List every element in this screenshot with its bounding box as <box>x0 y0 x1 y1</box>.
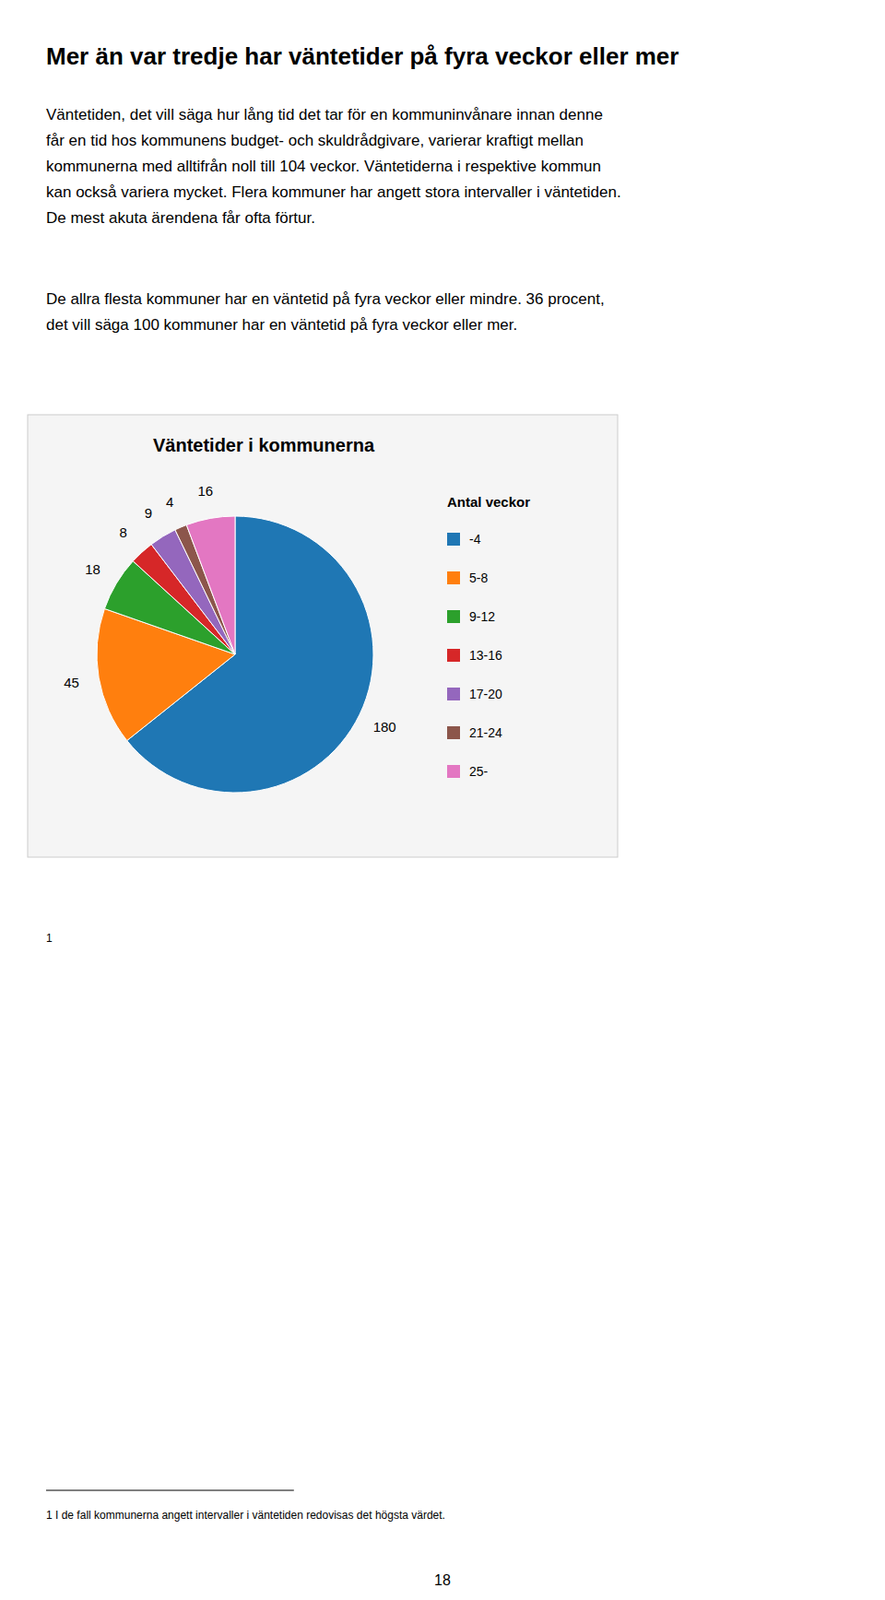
body-text: kommunerna med alltifrån noll till 104 v… <box>46 157 602 176</box>
legend-swatch <box>447 765 461 779</box>
legend-label: 25- <box>469 764 489 779</box>
legend-swatch <box>447 571 461 585</box>
data-label: 16 <box>198 483 214 499</box>
legend-item: 21-24 <box>447 725 503 741</box>
footnote-rule <box>46 1490 295 1492</box>
data-label: 8 <box>118 524 127 541</box>
page-number: 18 <box>434 1572 451 1589</box>
legend-swatch <box>447 687 461 701</box>
pie: 180 45 18 8 94 16 <box>63 483 396 793</box>
data-label: 4 <box>165 494 174 510</box>
body-text: kan också variera mycket. Flera kommuner… <box>46 183 622 201</box>
data-label: 180 <box>373 719 397 735</box>
footnote-text: I de fall kommunerna angett intervaller … <box>52 1509 446 1523</box>
legend: Antal veckor -4 5-8 9-12 13-16 17-20 21-24 25- <box>447 494 531 779</box>
legend-label: 5-8 <box>469 570 488 586</box>
legend-swatch <box>447 649 461 662</box>
legend-label: -4 <box>469 531 482 547</box>
legend-item: 25- <box>447 764 489 779</box>
data-label: 45 <box>63 674 80 691</box>
legend-item: 5-8 <box>447 570 488 586</box>
footnote: 1 I de fall kommunerna angett intervalle… <box>46 1509 446 1523</box>
legend-label: 9-12 <box>469 609 496 625</box>
legend-swatch <box>447 532 461 546</box>
legend-swatch <box>447 610 461 624</box>
page: Mer än var tredje har väntetider på fyra… <box>0 0 885 1600</box>
body-text: De allra flesta kommuner har en väntetid… <box>46 290 605 308</box>
body-text: det vill säga 100 kommuner har en väntet… <box>46 316 518 334</box>
legend-item: -4 <box>447 531 482 547</box>
legend-item: 13-16 <box>447 648 503 663</box>
legend-swatch <box>447 726 461 740</box>
chart-title: Väntetider i kommunerna <box>153 435 376 456</box>
footnote-marker: 1 <box>46 932 53 945</box>
legend-title: Antal veckor <box>447 494 531 510</box>
legend-label: 13-16 <box>469 648 503 663</box>
heading: Mer än var tredje har väntetider på fyra… <box>46 42 679 71</box>
data-label: 18 <box>84 561 101 578</box>
legend-label: 21-24 <box>469 725 503 741</box>
legend-item: 17-20 <box>447 686 503 702</box>
body-text: får en tid hos kommunens budget- och sku… <box>46 131 584 150</box>
chart-box <box>27 414 618 858</box>
body-text: De mest akuta ärendena får ofta förtur. <box>46 209 316 227</box>
pie-slice <box>186 516 236 655</box>
body-text: Väntetiden, det vill säga hur lång tid d… <box>46 106 603 124</box>
legend-item: 9-12 <box>447 609 496 625</box>
legend-label: 17-20 <box>469 686 503 702</box>
data-label: 9 <box>144 505 153 521</box>
